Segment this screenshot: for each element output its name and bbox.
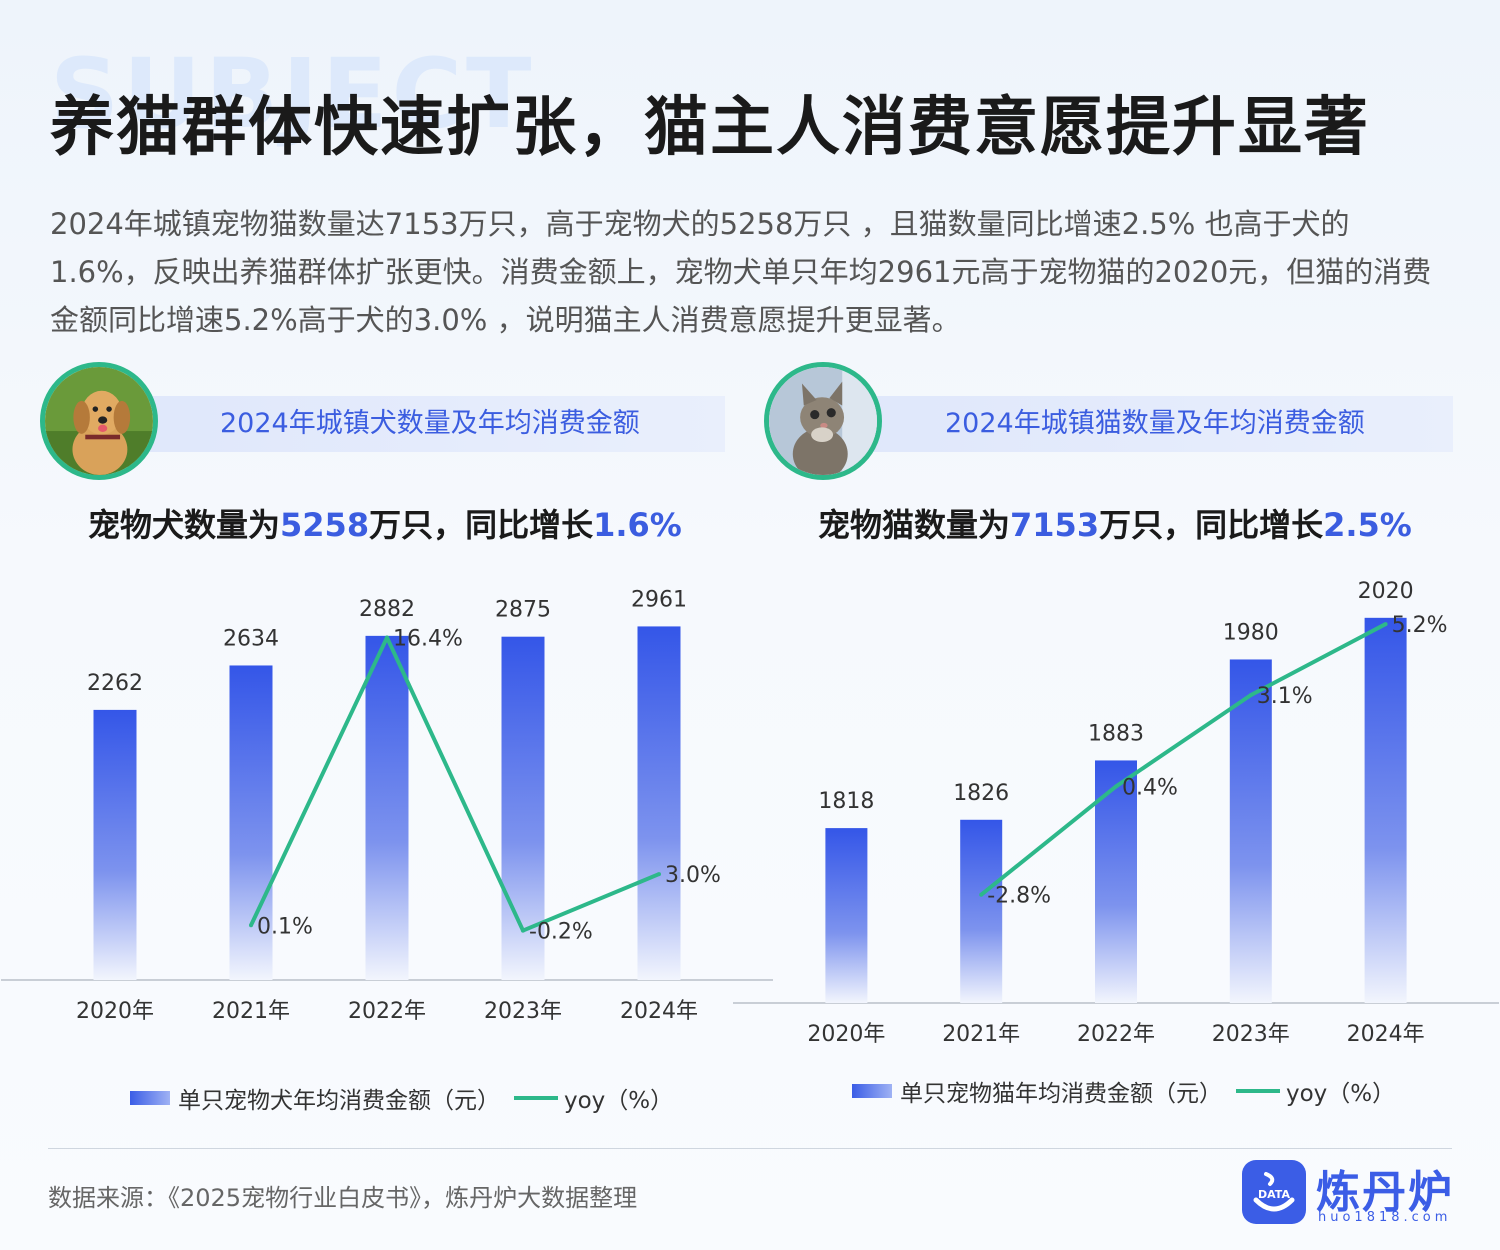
dog-chart-legend: 单只宠物犬年均消费金额（元） yoy（%） (130, 1081, 673, 1115)
cat-combo-chart: 1818 2020年 1826 2021年 1883 2022年 1980 2023年 2020… (733, 579, 1499, 1047)
bar-value-label: 2634 (223, 626, 279, 651)
bar-cat-1 (960, 819, 1003, 1003)
x-tick-label: 2024年 (1347, 1022, 1425, 1047)
yoy-line-dog (249, 635, 660, 933)
cat-legend-bar-label: 单只宠物猫年均消费金额（元） (900, 1081, 1222, 1107)
x-tick-label: 2024年 (620, 999, 698, 1024)
x-tick-label: 2020年 (76, 999, 154, 1024)
background-watermark-word: SUBJECT (50, 38, 536, 150)
yoy-point (249, 923, 253, 928)
bar-value-label: 2875 (495, 598, 551, 623)
dog-legend-bar-label: 单只宠物犬年均消费金额（元） (178, 1088, 500, 1114)
yoy-value-label: 16.4% (393, 627, 463, 652)
cat-legend-line-label: yoy（%） (1286, 1081, 1396, 1107)
x-tick-label: 2023年 (1212, 1022, 1290, 1047)
bar-value-label: 1980 (1223, 620, 1279, 645)
legend-line-swatch (1236, 1089, 1280, 1093)
bar-dog-0 (93, 709, 137, 980)
yoy-value-label: 0.4% (1122, 775, 1178, 800)
yoy-value-label: -0.2% (529, 920, 593, 945)
legend-line-swatch (514, 1096, 558, 1100)
cat-panel-banner: 2024年城镇猫数量及年均消费金额 (845, 396, 1453, 452)
cat-growth-value: 2.5% (1323, 506, 1412, 544)
page-description: 2024年城镇宠物猫数量达7153万只，高于宠物犬的5258万只 ，且猫数量同比… (50, 207, 1432, 337)
footer-divider (48, 1148, 1452, 1149)
logo-badge-text: DATA (1258, 1188, 1290, 1201)
x-tick-label: 2023年 (484, 999, 562, 1024)
yoy-point (1114, 784, 1118, 789)
legend-bar-swatch (130, 1091, 170, 1105)
yoy-point (521, 928, 525, 933)
dog-legend-line-label: yoy（%） (564, 1088, 674, 1114)
cat-chart-legend: 单只宠物猫年均消费金额（元） yoy（%） (852, 1074, 1395, 1108)
dog-count-value: 5258 (280, 506, 370, 544)
dog-combo-chart: 2262 2020年 2634 2021年 2882 2022年 2875 2023年 2961… (1, 587, 773, 1024)
cat-photo-icon (764, 362, 882, 480)
bar-value-label: 1826 (953, 781, 1009, 806)
yoy-point (979, 892, 984, 897)
cat-stat-prefix: 宠物猫数量为 (818, 506, 1011, 544)
yoy-value-label: 0.1% (257, 914, 313, 939)
dog-photo-icon (40, 362, 158, 480)
cat-stat-line: 宠物猫数量为7153万只，同比增长2.5% (818, 500, 1412, 546)
x-tick-label: 2020年 (807, 1022, 885, 1047)
bar-value-label: 2961 (631, 587, 687, 612)
bar-dog-4 (637, 626, 681, 980)
dog-panel-banner: 2024年城镇犬数量及年均消费金额 (120, 396, 725, 452)
logo-text: 炼丹炉 (1316, 1167, 1454, 1218)
x-tick-label: 2022年 (348, 999, 426, 1024)
bar-cat-3 (1229, 659, 1272, 1003)
yoy-point (1383, 622, 1388, 627)
logo-url: huo1818.com (1318, 1210, 1452, 1225)
x-tick-label: 2022年 (1077, 1022, 1155, 1047)
page-title: 养猫群体快速扩张，猫主人消费意愿提升显著 (50, 91, 1370, 165)
bar-cat-0 (825, 828, 868, 1003)
cat-stat-middle: 万只，同比增长 (1099, 506, 1324, 544)
bar-value-label: 1818 (818, 789, 874, 814)
legend-bar-swatch (852, 1084, 892, 1098)
yoy-line-cat (979, 622, 1387, 897)
yoy-point (1248, 693, 1253, 698)
yoy-value-label: 3.0% (665, 863, 721, 888)
yoy-value-label: 3.1% (1257, 684, 1313, 709)
bar-value-label: 2882 (359, 597, 415, 622)
bar-value-label: 1883 (1088, 721, 1144, 746)
yoy-value-label: -2.8% (987, 884, 1051, 909)
dog-stat-middle: 万只，同比增长 (369, 506, 594, 544)
logo-badge-icon: DATA (1242, 1160, 1306, 1224)
x-tick-label: 2021年 (942, 1022, 1020, 1047)
dog-stat-prefix: 宠物犬数量为 (88, 506, 281, 544)
data-source-note: 数据来源：《2025宠物行业白皮书》，炼丹炉大数据整理 (48, 1184, 638, 1212)
bar-cat-2 (1095, 760, 1137, 1003)
bar-dog-1 (229, 665, 273, 980)
yoy-value-label: 5.2% (1392, 613, 1448, 638)
yoy-point (657, 872, 661, 877)
bar-value-label: 2262 (87, 671, 143, 696)
bar-value-label: 2020 (1358, 579, 1414, 604)
dog-stat-line: 宠物犬数量为5258万只，同比增长1.6% (88, 500, 682, 546)
cat-count-value: 7153 (1010, 506, 1100, 544)
bar-dog-2 (365, 635, 409, 980)
yoy-point (385, 635, 389, 640)
bar-cat-4 (1364, 617, 1407, 1003)
dog-growth-value: 1.6% (593, 506, 682, 544)
x-tick-label: 2021年 (212, 999, 290, 1024)
